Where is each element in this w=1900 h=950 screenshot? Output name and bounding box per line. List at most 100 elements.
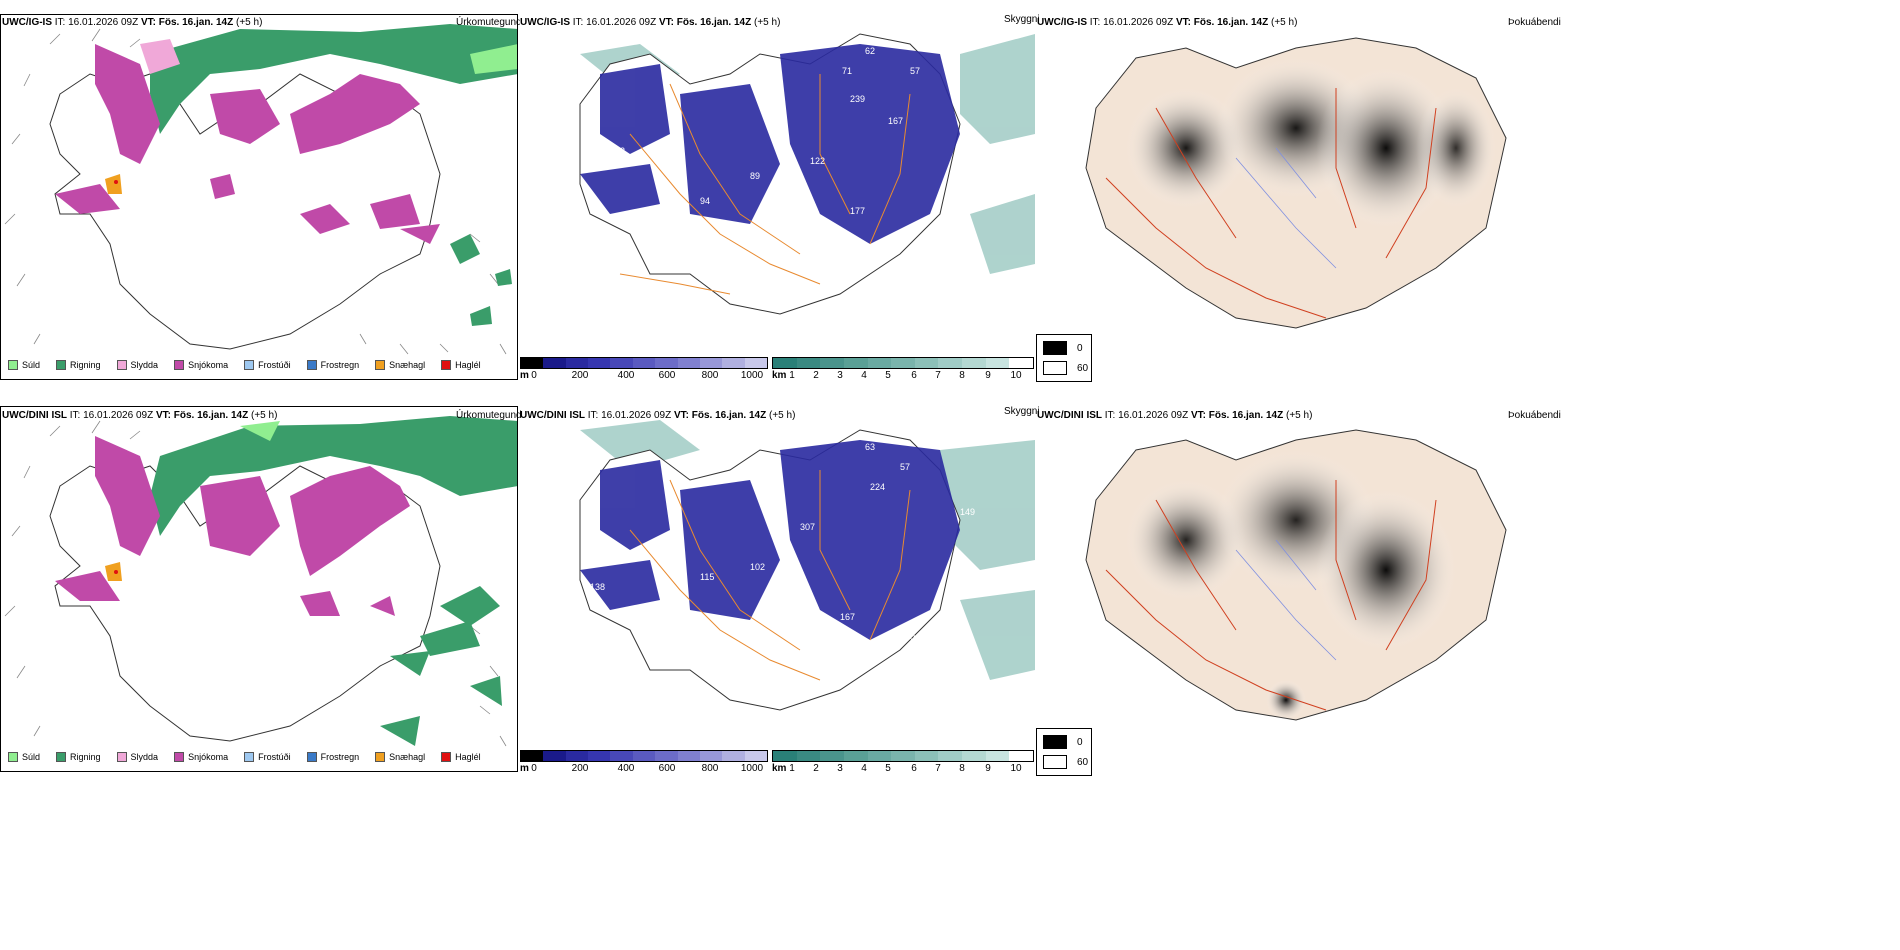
- ceiling-tick: 600: [658, 763, 676, 774]
- legend-swatch: [8, 360, 18, 370]
- ceiling-label: 115: [700, 572, 714, 582]
- it-label: IT:: [1104, 410, 1116, 421]
- legend-item-frostregn: Frostregn: [306, 360, 359, 370]
- legend-label: Slydda: [130, 360, 159, 370]
- lead-offset: (+5 h): [1271, 17, 1298, 28]
- ceiling-label: 307: [800, 522, 815, 532]
- vt-value: Fös. 16.jan. 14Z: [173, 410, 249, 421]
- ceiling-color-step: [722, 751, 745, 761]
- ceiling-label: 130: [900, 632, 915, 642]
- lead-offset: (+5 h): [236, 17, 263, 28]
- precip-title-top: Úrkomutegund: [456, 17, 522, 28]
- ceiling-color-step: [699, 751, 723, 761]
- it-label: IT:: [69, 410, 81, 421]
- ceiling-color-step: [610, 358, 633, 368]
- visibility-tick: 2: [813, 370, 819, 381]
- ceiling-tick: 1000: [740, 370, 764, 381]
- lead-offset: (+5 h): [1286, 410, 1313, 421]
- legend-label: Snæhagl: [389, 752, 426, 762]
- it-label: IT:: [54, 17, 66, 28]
- cloud-legend-label: 60: [1077, 362, 1089, 374]
- ceiling-label: 167: [888, 116, 903, 126]
- cloud-legend-row: 60: [1043, 361, 1088, 375]
- cloud-map-top: [1085, 37, 1507, 329]
- legend-swatch: [306, 752, 317, 762]
- visibility-color-step: [1009, 751, 1034, 761]
- it-value: 16.01.2026 09Z: [601, 410, 672, 421]
- legend-item-frostudi: Frostúði: [244, 752, 291, 762]
- ceiling-label: 149: [960, 507, 975, 517]
- ceiling-tick: 200: [571, 763, 589, 774]
- legend-label: Frostúði: [258, 360, 291, 370]
- cloud-legend-label: 60: [1077, 756, 1089, 768]
- legend-item-snaehagl: Snæhagl: [375, 752, 425, 762]
- ceiling-color-step: [744, 751, 767, 761]
- ceiling-value-labels-top: 62 57 71 239 167 122 89 94 102 116 177 1…: [590, 46, 920, 256]
- visibility-color-step: [867, 751, 892, 761]
- ceiling-label: 71: [842, 66, 852, 76]
- ceiling-color-step: [610, 751, 633, 761]
- legend-item-frostregn: Frostregn: [306, 752, 360, 762]
- ceiling-color-step: [588, 358, 611, 368]
- cloud-swatch-black: [1043, 735, 1067, 749]
- cloud-panel-top: [1036, 28, 1556, 360]
- precip-panel-bottom: [0, 406, 518, 772]
- ceiling-color-step: [722, 358, 745, 368]
- visibility-tick: 7: [935, 370, 941, 381]
- ceiling-label: 89: [750, 171, 760, 181]
- visibility-color-step: [962, 358, 986, 368]
- ceiling-tick: 600: [658, 370, 676, 381]
- ceiling-color-step: [543, 358, 566, 368]
- legend-item-snjokoma: Snjókoma: [174, 752, 228, 762]
- visibility-title-bottom: Skyggni: [1004, 406, 1040, 417]
- legend-label: Rigning: [70, 752, 101, 762]
- precip-header-bottom: UWC/DINI ISL IT: 16.01.2026 09Z VT: Fös.…: [2, 410, 277, 422]
- precip-legend-top: Súld Rigning Slydda Snjókoma Frostúði Fr…: [8, 360, 493, 370]
- ceiling-tick: 1000: [740, 763, 764, 774]
- legend-swatch: [375, 752, 386, 762]
- it-value: 16.01.2026 09Z: [83, 410, 154, 421]
- ceiling-color-step: [655, 358, 678, 368]
- ceiling-unit-top: m: [520, 370, 529, 381]
- legend-label: Frostregn: [320, 752, 360, 762]
- visibility-header-bottom: UWC/DINI ISL IT: 16.01.2026 09Z VT: Fös.…: [520, 410, 795, 422]
- visibility-ticks-bottom: 1 2 3 4 5 6 7 8 9 10: [772, 763, 1034, 775]
- visibility-tick: 4: [861, 763, 867, 774]
- visibility-color-step: [891, 751, 915, 761]
- cloud-title-bottom: Þokuábendi: [1508, 410, 1561, 421]
- legend-swatch: [56, 752, 67, 762]
- visibility-color-step: [938, 358, 963, 368]
- legend-label: Snjókoma: [188, 360, 229, 370]
- cloud-swatch-black: [1043, 341, 1067, 355]
- precip-title-bottom: Úrkomutegund: [456, 410, 522, 421]
- ceiling-label: 224: [870, 482, 885, 492]
- it-label: IT:: [572, 17, 584, 28]
- vt-label: VT:: [155, 410, 171, 421]
- legend-item-snjokoma: Snjókoma: [174, 360, 228, 370]
- visibility-tick: 9: [985, 763, 991, 774]
- visibility-color-step: [820, 358, 844, 368]
- ceiling-label: 116: [590, 206, 604, 216]
- ceiling-color-step: [655, 751, 678, 761]
- vt-label: VT:: [673, 410, 689, 421]
- ceiling-color-step: [565, 751, 589, 761]
- legend-item-rigning: Rigning: [56, 360, 101, 370]
- visibility-color-step: [843, 358, 868, 368]
- visibility-header-top: UWC/IG-IS IT: 16.01.2026 09Z VT: Fös. 16…: [520, 17, 780, 29]
- legend-swatch: [441, 752, 452, 762]
- vt-value: Fös. 16.jan. 14Z: [691, 410, 767, 421]
- model-name: UWC/DINI ISL: [2, 410, 67, 421]
- legend-item-sudd: Súld: [8, 360, 40, 370]
- visibility-color-step: [985, 751, 1010, 761]
- visibility-color-step: [985, 358, 1010, 368]
- visibility-tick: 8: [959, 763, 965, 774]
- visibility-color-step: [796, 358, 821, 368]
- visibility-ticks-top: 1 2 3 4 5 6 7 8 9 10: [772, 370, 1034, 382]
- visibility-colorbar-bottom: [772, 750, 1034, 762]
- legend-label: Súld: [22, 360, 41, 370]
- cloud-legend-label: 0: [1077, 736, 1083, 748]
- visibility-color-step: [914, 358, 939, 368]
- visibility-map-top: 62 57 71 239 167 122 89 94 102 116 177 1…: [579, 33, 1035, 315]
- model-name: UWC/DINI ISL: [520, 410, 585, 421]
- visibility-tick: 10: [1010, 370, 1022, 381]
